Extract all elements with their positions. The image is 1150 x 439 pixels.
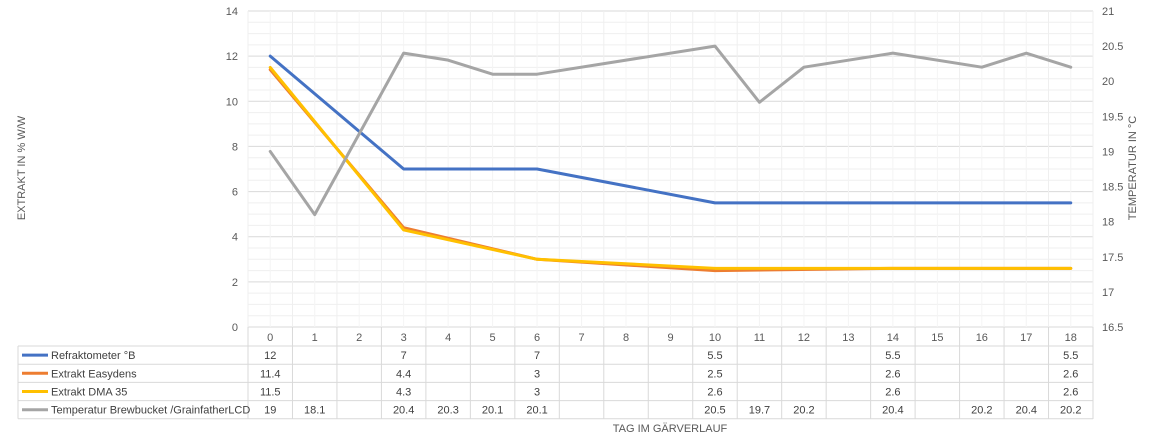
table-cell: 2.5 [707,368,722,380]
table-cell: 2.6 [707,387,722,399]
x-tick-label: 1 [312,332,318,344]
y-right-tick-label: 20.5 [1102,41,1123,53]
y-right-tick-label: 19 [1102,146,1114,158]
axis-ticks: 0246810121416.51717.51818.51919.52020.52… [226,6,1124,344]
table-cell: 3 [534,368,540,380]
table-cell: 5.5 [707,350,722,362]
table-cell: 20.4 [393,405,414,417]
legend: Refraktometer °B Extrakt Easydens Extrakt … [22,350,250,417]
table-cell: 4.4 [396,368,411,380]
x-tick-label: 4 [445,332,451,344]
y-axis-right-title: TEMPERATUR IN °C [1127,116,1139,220]
series-line [268,65,1073,270]
y-left-tick-label: 10 [226,96,238,108]
table-cell: 20.3 [437,405,458,417]
table-cell: 2.6 [885,368,900,380]
table-cell: 7 [401,350,407,362]
x-tick-label: 14 [887,332,899,344]
table-cell: 11.5 [260,387,281,399]
y-right-tick-label: 21 [1102,6,1114,18]
x-tick-label: 15 [931,332,943,344]
x-tick-label: 17 [1020,332,1032,344]
x-tick-label: 16 [976,332,988,344]
x-tick-label: 2 [356,332,362,344]
y-left-tick-label: 12 [226,51,238,63]
table-cell: 20.2 [793,405,814,417]
y-left-tick-label: 2 [232,277,238,289]
x-tick-label: 8 [623,332,629,344]
table-cell: 20.1 [526,405,547,417]
table-cell: 19.7 [749,405,770,417]
table-cell: 18.1 [304,405,325,417]
table-cell: 11.4 [260,368,281,380]
table-cell: 7 [534,350,540,362]
x-tick-label: 18 [1065,332,1077,344]
data-table: 12 7 7 5.5 5.5 5.5 11.4 4.4 3 2.5 2.6 2.6 11.5 4.3 3 2.… [17,345,1093,420]
table-cell: 20.4 [1016,405,1037,417]
x-axis-title: TAG IM GÄRVERLAUF [613,423,728,435]
table-cell: 3 [534,387,540,399]
y-left-tick-label: 8 [232,141,238,153]
x-tick-label: 10 [709,332,721,344]
y-right-tick-label: 18 [1102,217,1114,229]
table-cell: 19 [264,405,276,417]
series-line [268,44,1073,217]
series-lines [268,44,1073,273]
x-tick-label: 12 [798,332,810,344]
y-right-tick-label: 20 [1102,76,1114,88]
y-right-tick-label: 17 [1102,287,1114,299]
table-cell: 20.1 [482,405,503,417]
table-cell: 12 [264,350,276,362]
legend-label: Extrakt DMA 35 [51,387,127,399]
table-cell: 20.2 [1060,405,1081,417]
x-tick-label: 3 [401,332,407,344]
legend-label: Refraktometer °B [51,350,135,362]
table-cell: 20.5 [704,405,725,417]
legend-label: Temperatur Brewbucket /GrainfatherLCD [51,405,250,417]
y-axis-left-title: EXTRAKT IN % W/W [16,115,28,220]
table-cell: 2.6 [885,387,900,399]
y-left-tick-label: 6 [232,187,238,199]
x-tick-label: 0 [267,332,273,344]
x-tick-label: 7 [578,332,584,344]
y-left-tick-label: 0 [232,322,238,334]
x-tick-label: 11 [754,332,765,344]
table-cell: 4.3 [396,387,411,399]
x-tick-label: 9 [667,332,673,344]
series-line [268,54,1073,205]
grid [247,10,1094,419]
y-right-tick-label: 18.5 [1102,182,1123,194]
table-cell: 2.6 [1063,368,1078,380]
legend-label: Extrakt Easydens [51,368,137,380]
x-tick-label: 6 [534,332,540,344]
table-cell: 20.2 [971,405,992,417]
y-right-tick-label: 17.5 [1102,252,1123,264]
table-cell: 20.4 [882,405,903,417]
y-right-tick-label: 19.5 [1102,111,1123,123]
x-tick-label: 5 [490,332,496,344]
table-cell: 2.6 [1063,387,1078,399]
y-right-tick-label: 16.5 [1102,322,1123,334]
table-cell: 5.5 [1063,350,1078,362]
y-left-tick-label: 4 [232,232,238,244]
table-cell: 5.5 [885,350,900,362]
x-tick-label: 13 [842,332,854,344]
y-left-tick-label: 14 [226,6,238,18]
